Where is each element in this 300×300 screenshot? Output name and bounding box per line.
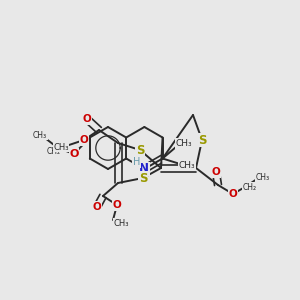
- Text: CH₃: CH₃: [33, 130, 47, 140]
- Text: S: S: [139, 172, 147, 184]
- Text: CH₃: CH₃: [178, 161, 195, 170]
- Text: CH₃: CH₃: [113, 218, 129, 227]
- Text: CH₃: CH₃: [175, 139, 192, 148]
- Text: CH₂: CH₂: [243, 182, 257, 191]
- Text: O: O: [93, 202, 101, 212]
- Text: S: S: [198, 134, 206, 146]
- Text: CH₃: CH₃: [53, 142, 69, 152]
- Text: O: O: [112, 200, 122, 210]
- Text: O: O: [69, 149, 79, 159]
- Text: N: N: [140, 163, 149, 176]
- Text: O: O: [82, 114, 91, 124]
- Text: O: O: [212, 167, 220, 177]
- Text: O: O: [229, 189, 237, 199]
- Text: S: S: [136, 143, 144, 157]
- Text: CH₃: CH₃: [256, 173, 270, 182]
- Text: CH₂: CH₂: [47, 146, 61, 155]
- Text: O: O: [80, 135, 88, 145]
- Text: H: H: [133, 157, 140, 167]
